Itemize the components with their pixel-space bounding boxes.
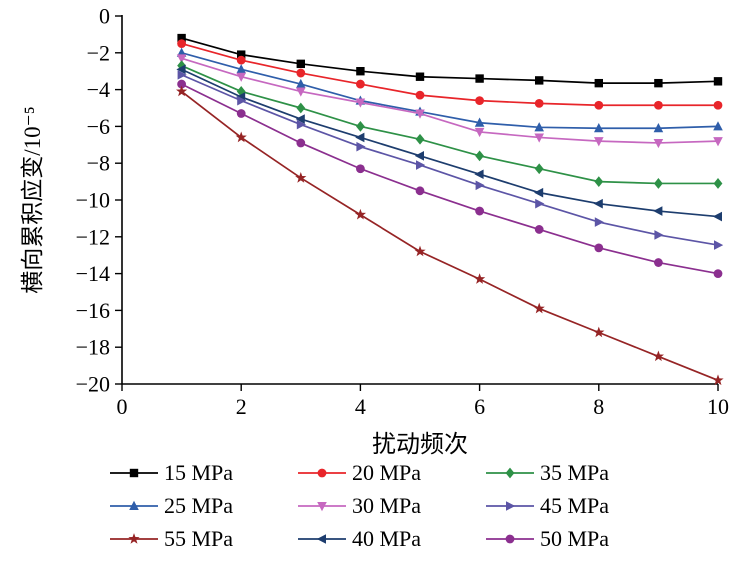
legend-marker-icon (110, 500, 158, 510)
legend-marker-icon (486, 534, 534, 544)
legend-item: 55 MPa (108, 526, 258, 552)
y-tick-label: −12 (76, 224, 110, 249)
y-axis-label: 横向累积应变/10⁻⁵ (20, 106, 45, 294)
y-tick-label: −20 (76, 372, 110, 397)
legend-item: 50 MPa (484, 526, 634, 552)
y-tick-label: −10 (76, 188, 110, 213)
legend-label: 50 MPa (540, 526, 610, 551)
legend-item: 40 MPa (296, 526, 446, 552)
legend-label: 15 MPa (164, 460, 234, 485)
legend-row: 55 MPa 40 MPa 50 MPa (0, 526, 742, 552)
series-50-mpa (177, 79, 723, 278)
legend-row: 25 MPa 30 MPa 45 MPa (0, 493, 742, 519)
series-25-mpa (176, 47, 723, 133)
series-55-mpa (175, 85, 724, 386)
series-30-mpa (176, 54, 723, 149)
y-tick-label: −18 (76, 335, 110, 360)
y-tick-label: −14 (76, 261, 110, 286)
legend-marker-icon (486, 467, 534, 479)
series-20-mpa (177, 39, 723, 110)
legend-item: 45 MPa (484, 493, 634, 519)
x-tick-label: 10 (707, 394, 729, 419)
legend-marker-icon (298, 534, 346, 544)
y-tick-label: −16 (76, 298, 110, 323)
legend: 15 MPa 20 MPa 35 MPa 25 MPa 30 MPa 45 MPa 55 M… (0, 460, 742, 552)
legend-marker-icon (110, 468, 158, 478)
y-tick-label: −2 (87, 40, 110, 65)
legend-item: 15 MPa (108, 460, 258, 486)
y-tick-label: 0 (99, 4, 110, 29)
plot-area: 0 −2 −4 −6 −8 −10 −12 −14 −16 −18 −20 0 2 4 6 8 10 (76, 4, 729, 420)
legend-item: 35 MPa (484, 460, 634, 486)
x-axis-label: 扰动频次 (372, 432, 468, 458)
x-tick-label: 6 (474, 394, 485, 419)
series-45-mpa (177, 70, 724, 250)
legend-label: 25 MPa (164, 493, 234, 518)
legend-marker-icon (110, 533, 158, 544)
series-15-mpa (177, 33, 723, 88)
x-tick-label: 2 (236, 394, 247, 419)
legend-marker-icon (298, 502, 346, 512)
y-tick-label: −6 (87, 114, 110, 139)
series-40-mpa (176, 64, 722, 222)
legend-marker-icon (486, 501, 534, 511)
legend-label: 40 MPa (352, 526, 422, 551)
x-tick-label: 0 (117, 394, 128, 419)
legend-row: 15 MPa 20 MPa 35 MPa (0, 460, 742, 486)
series-35-mpa (177, 60, 723, 189)
legend-label: 20 MPa (352, 460, 422, 485)
axes: 0 −2 −4 −6 −8 −10 −12 −14 −16 −18 −20 0 2 4 6 8 10 (76, 4, 729, 420)
legend-label: 30 MPa (352, 493, 422, 518)
legend-marker-icon (298, 468, 346, 478)
x-tick-label: 4 (355, 394, 366, 419)
x-tick-label: 8 (593, 394, 604, 419)
legend-label: 45 MPa (540, 493, 610, 518)
legend-item: 25 MPa (108, 493, 258, 519)
legend-label: 55 MPa (164, 526, 234, 551)
legend-label: 35 MPa (540, 460, 610, 485)
legend-item: 30 MPa (296, 493, 446, 519)
legend-item: 20 MPa (296, 460, 446, 486)
y-tick-label: −4 (87, 77, 110, 102)
y-tick-label: −8 (87, 151, 110, 176)
